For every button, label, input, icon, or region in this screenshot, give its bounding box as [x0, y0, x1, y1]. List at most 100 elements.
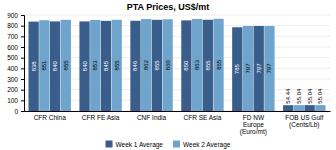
data-label: 855 [205, 60, 211, 71]
x-axis: CFR China CFR FE Asia CNF India CFR SE Asia… [25, 111, 331, 136]
bar [254, 26, 264, 111]
y-tick-mark [21, 79, 24, 80]
data-label: 840 [82, 61, 88, 72]
data-label: 797 [266, 63, 272, 74]
bar [305, 105, 315, 111]
bar [29, 22, 39, 111]
y-tick-mark [21, 36, 24, 37]
bar [152, 20, 162, 111]
bar [283, 105, 293, 111]
x-tick-label: FD NWEurope(Euro/mt) [240, 114, 267, 136]
chart-container: PTA Prices, US$/mt0100200300400500600700… [0, 0, 336, 150]
data-label: 54.44 [285, 88, 291, 104]
bar [90, 20, 100, 111]
legend-swatch [106, 141, 113, 148]
legend-swatch [173, 141, 180, 148]
data-label: 855 [154, 60, 160, 71]
y-tick-mark [21, 58, 24, 59]
y-tick-mark [21, 26, 24, 27]
x-axis-line [25, 111, 331, 112]
y-tick-label: 500 [7, 54, 18, 61]
y-tick-label: 900 [7, 12, 18, 19]
y-tick-mark [21, 68, 24, 69]
y-tick: 800 [7, 22, 24, 29]
y-tick: 300 [7, 76, 24, 83]
y-tick: 600 [7, 44, 24, 51]
y-tick-mark [21, 47, 24, 48]
y-tick: 200 [7, 86, 24, 93]
x-tick: CNF India [137, 111, 167, 121]
bar [141, 19, 151, 111]
x-tick: CFR China [34, 111, 67, 121]
data-label: 863 [194, 59, 200, 70]
bar [294, 105, 304, 111]
y-tick: 700 [7, 33, 24, 40]
x-tick-label-line: (Cents/Lb) [289, 121, 319, 129]
x-tick-label-line: FD NW [243, 114, 265, 121]
legend-item: Week 1 Average [106, 141, 164, 149]
data-label: 845 [103, 60, 109, 71]
y-tick-label: 700 [7, 33, 18, 40]
x-tick-label: CFR China [34, 114, 67, 121]
legend-item: Week 2 Average [173, 141, 231, 149]
y-tick-mark [21, 111, 24, 112]
x-tick-label-line: CFR SE Asia [183, 114, 221, 121]
y-tick: 900 [7, 12, 24, 19]
data-label: 838 [31, 61, 37, 72]
y-tick-mark [21, 100, 24, 101]
x-tick-label: CNF India [137, 114, 167, 121]
legend-label: Week 1 Average [116, 141, 164, 149]
bar [101, 21, 111, 111]
x-tick: CFR SE Asia [183, 111, 221, 121]
x-tick-label-line: (Euro/mt) [240, 128, 267, 136]
bar [203, 20, 213, 111]
data-label: 846 [132, 60, 138, 71]
legend: Week 1 Average Week 2 Average [106, 141, 231, 149]
data-label: 797 [245, 63, 251, 74]
bar [232, 27, 242, 111]
y-tick: 500 [7, 54, 24, 61]
grid [24, 15, 330, 111]
y-tick: 400 [7, 65, 24, 72]
x-tick-label-line: CFR FE Asia [82, 114, 120, 121]
y-tick-label: 400 [7, 65, 18, 72]
y-tick-mark [21, 15, 24, 16]
y-tick-mark [21, 90, 24, 91]
data-label: 850 [183, 60, 189, 71]
chart-svg: PTA Prices, US$/mt0100200300400500600700… [0, 0, 336, 150]
grid-line [24, 15, 330, 16]
x-tick-label: CFR FE Asia [82, 114, 120, 121]
plot-area: 0100200300400500600700800900CFR ChinaCFR… [7, 12, 330, 136]
data-label: 855 [63, 60, 69, 71]
x-tick-label-line: CFR China [34, 114, 67, 121]
data-label: 55.04 [296, 88, 302, 104]
data-label: 862 [143, 59, 149, 70]
data-label: 855 [114, 60, 120, 71]
x-tick: CFR FE Asia [82, 111, 120, 121]
data-label: 851 [41, 60, 47, 71]
data-label: 55.04 [307, 88, 313, 104]
x-tick: FOB US Gulf(Cents/Lb) [285, 111, 323, 129]
y-tick-label: 300 [7, 76, 18, 83]
bar [50, 21, 60, 111]
legend-label: Week 2 Average [183, 141, 231, 149]
data-label: 853 [92, 60, 98, 71]
bar [243, 26, 253, 111]
x-tick-label: FOB US Gulf(Cents/Lb) [285, 114, 323, 129]
bar [112, 20, 122, 111]
bar [162, 19, 172, 111]
y-tick: 100 [7, 97, 24, 104]
x-tick-label-line: CNF India [137, 114, 167, 121]
data-label: 55.04 [317, 88, 323, 104]
data-label: 865 [216, 59, 222, 70]
bar [264, 26, 274, 111]
bar [79, 21, 89, 111]
bar [315, 105, 325, 111]
y-tick-label: 600 [7, 44, 18, 51]
bar [213, 19, 223, 111]
x-tick-label: CFR SE Asia [183, 114, 221, 121]
bar [130, 21, 140, 111]
data-labels: 83884084685078554.4485185386286379755.04… [31, 59, 324, 103]
y-tick-label: 0 [14, 108, 18, 115]
bar [181, 20, 191, 111]
